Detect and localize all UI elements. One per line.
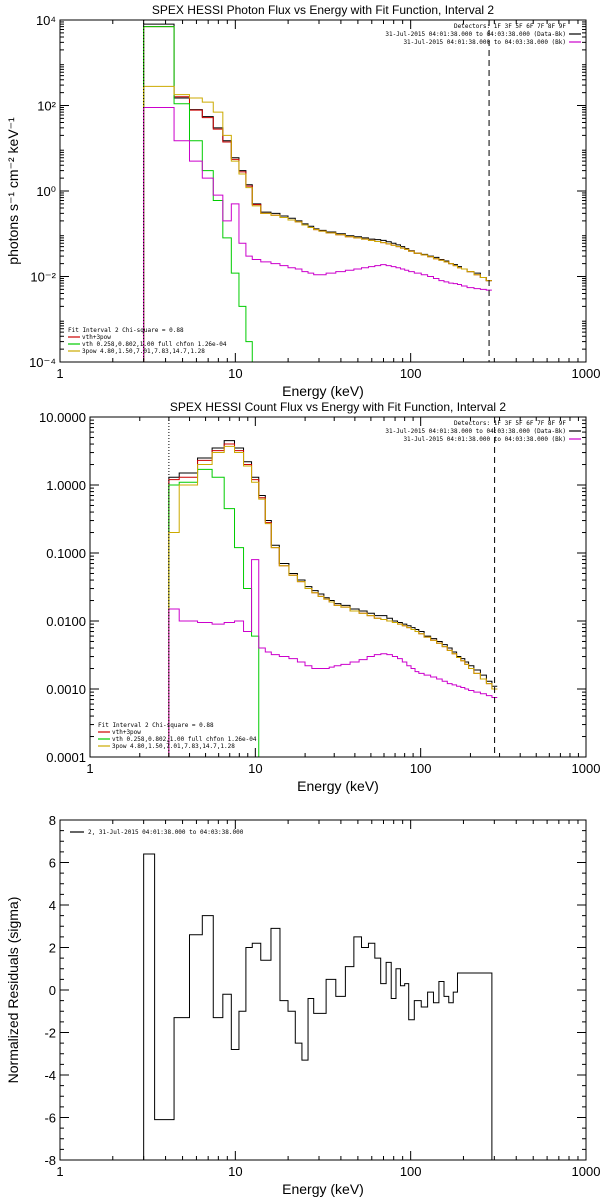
count-series-3 xyxy=(168,445,498,757)
resid-y-tick-label: -2 xyxy=(44,1026,56,1041)
photon-series-3 xyxy=(143,85,492,362)
photon-legend-top-2: 31-Jul-2015 04:01:38.000 to 04:03:38.000… xyxy=(403,39,566,46)
resid-y-tick-label: 0 xyxy=(49,983,56,998)
count-y-tick-label: 1.0000 xyxy=(46,478,86,493)
count-legend-top-2: 31-Jul-2015 04:01:38.000 to 04:03:38.000… xyxy=(403,436,566,443)
photon-y-axis-label: photons s⁻¹ cm⁻² keV⁻¹ xyxy=(5,117,21,265)
photon-legend-top-1: 31-Jul-2015 04:01:38.000 to 04:03:38.000… xyxy=(385,31,566,38)
count-series-0 xyxy=(168,440,498,757)
photon-legend-bottom-3: 3pow 4.80,1.50,7.01,7.83,14.7,1.28 xyxy=(82,348,205,355)
resid-x-tick-label: 10 xyxy=(228,1164,242,1179)
photon-series-4 xyxy=(143,106,492,362)
count-y-tick-label: 0.0001 xyxy=(46,750,86,765)
photon-x-tick-label: 10 xyxy=(228,366,242,381)
photon-x-tick-label: 100 xyxy=(400,366,422,381)
photon-legend-bottom-1: vth+3pow xyxy=(82,334,111,341)
resid-x-axis-label: Energy (keV) xyxy=(282,1181,364,1197)
count-y-tick-label: 0.0100 xyxy=(46,614,86,629)
count-x-tick-label: 1000 xyxy=(572,761,600,776)
count-series-2 xyxy=(168,468,266,757)
resid-y-tick-label: -8 xyxy=(44,1153,56,1168)
resid-x-tick-label: 1000 xyxy=(572,1164,600,1179)
resid-y-tick-label: 4 xyxy=(49,898,56,913)
residuals-chart: 1 10 100 1000 -8 -6 -4 -2 0 2 4 6 8 Energy (keV) Norma… xyxy=(5,813,600,1197)
count-legend-bottom-0: Fit Interval 2 Chi-square = 0.88 xyxy=(98,722,214,729)
photon-y-tick-label: 10² xyxy=(37,99,56,114)
resid-y-tick-label: 8 xyxy=(49,813,56,828)
count-chart-title: SPEX HESSI Count Flux vs Energy with Fit… xyxy=(170,400,506,414)
resid-legend-0: 2, 31-Jul-2015 04:01:38.000 to 04:03:38.… xyxy=(88,829,244,836)
count-legend-bottom-2: vth 0.258,0.802,1.00 full chfon 1.26e-04 xyxy=(112,736,257,743)
photon-y-tick-label: 10⁻² xyxy=(30,270,56,285)
count-series-4 xyxy=(168,559,498,757)
resid-x-tick-label: 1 xyxy=(56,1164,63,1179)
resid-x-tick-label: 100 xyxy=(400,1164,422,1179)
count-legend-bottom-1: vth+3pow xyxy=(112,729,141,736)
resid-y-tick-label: -6 xyxy=(44,1111,56,1126)
photon-legend-top-0: Detectors: 1F 3F 5F 6F 7F 8F 9F xyxy=(454,23,566,30)
count-flux-chart: SPEX HESSI Count Flux vs Energy with Fit… xyxy=(39,400,600,794)
photon-y-tick-label: 10⁴ xyxy=(36,13,56,28)
count-x-axis-label: Energy (keV) xyxy=(297,778,379,794)
photon-legend-bottom-0: Fit Interval 2 Chi-square = 0.88 xyxy=(68,327,184,334)
count-y-tick-label: 10.0000 xyxy=(39,410,86,425)
photon-chart-title: SPEX HESSI Photon Flux vs Energy with Fi… xyxy=(152,3,494,17)
photon-legend-bottom-2: vth 0.258,0.802,1.00 full chfon 1.26e-04 xyxy=(82,341,227,348)
count-legend-top-1: 31-Jul-2015 04:01:38.000 to 04:03:38.000… xyxy=(385,428,566,435)
count-x-tick-label: 10 xyxy=(248,761,262,776)
photon-x-tick-label: 1 xyxy=(56,366,63,381)
resid-y-axis-label: Normalized Residuals (sigma) xyxy=(5,897,21,1084)
count-plot-frame xyxy=(89,416,587,758)
count-legend-top-0: Detectors: 1F 3F 5F 6F 7F 8F 9F xyxy=(454,420,566,427)
photon-series-2 xyxy=(143,26,259,362)
resid-y-tick-label: 6 xyxy=(49,856,56,871)
photon-x-tick-label: 1000 xyxy=(572,366,600,381)
count-x-tick-label: 1 xyxy=(86,761,93,776)
photon-x-axis-label: Energy (keV) xyxy=(282,383,364,399)
resid-y-tick-label: -4 xyxy=(44,1068,56,1083)
count-x-tick-label: 100 xyxy=(410,761,432,776)
photon-y-tick-label: 10⁻⁴ xyxy=(29,355,56,370)
count-legend-bottom-3: 3pow 4.80,1.50,7.01,7.83,14.7,1.28 xyxy=(112,743,235,750)
resid-series-0 xyxy=(143,853,493,1160)
count-y-tick-label: 0.0010 xyxy=(46,682,86,697)
photon-flux-chart: SPEX HESSI Photon Flux vs Energy with Fi… xyxy=(5,3,600,399)
photon-y-tick-label: 10⁰ xyxy=(36,184,56,199)
resid-y-tick-label: 2 xyxy=(49,941,56,956)
count-y-tick-label: 0.1000 xyxy=(46,546,86,561)
